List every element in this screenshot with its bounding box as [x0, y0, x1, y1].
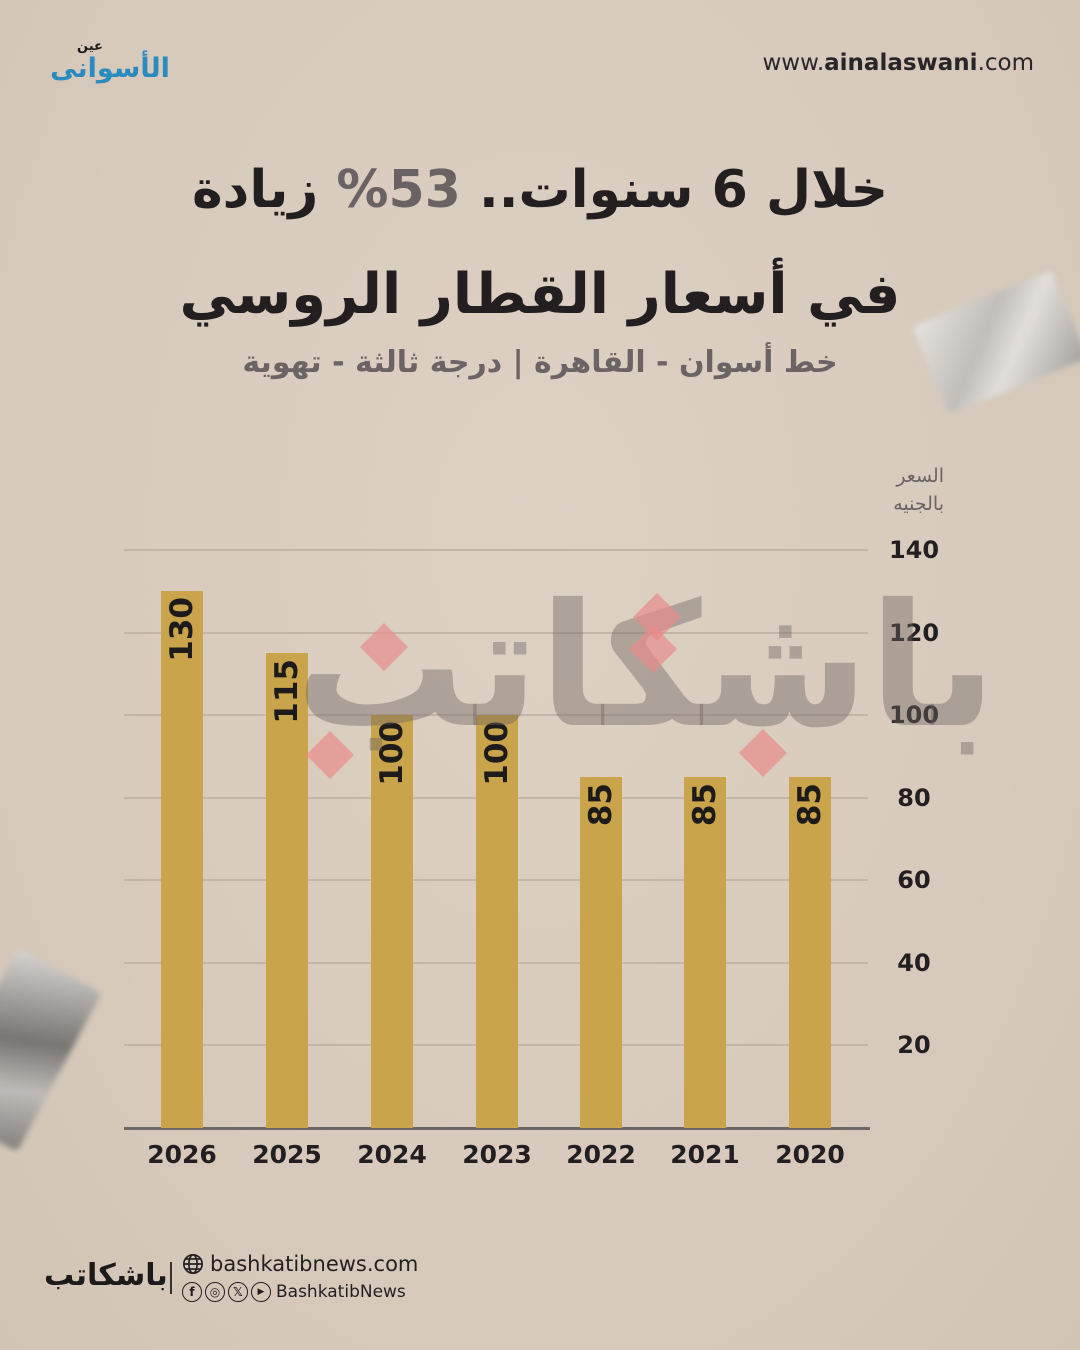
- gridline: [124, 549, 868, 551]
- x-tick-label: 2023: [462, 1140, 532, 1169]
- url-domain: ainalaswani: [824, 50, 978, 76]
- headline-line-1: خلال 6 سنوات.. 53% زيادة: [0, 160, 1080, 220]
- headline-text-b: زيادة: [191, 160, 337, 220]
- bar-value-label: 85: [583, 783, 619, 827]
- y-axis-title-line-1: السعر: [896, 465, 944, 487]
- gridline: [124, 631, 868, 634]
- globe-icon: [183, 1254, 203, 1274]
- bar-value-label: 130: [164, 597, 200, 662]
- footer-divider: [170, 1262, 172, 1294]
- y-axis-title-line-2: بالجنيه: [893, 493, 944, 515]
- y-tick-label: 100: [888, 701, 940, 730]
- footer-website[interactable]: bashkatibnews.com: [182, 1252, 418, 1276]
- y-tick-label: 80: [897, 783, 931, 812]
- bar-chart: 140 120 100 80 60 40 20 130 2026 115 2025 100 2024 10…: [124, 536, 939, 1169]
- x-icon[interactable]: 𝕏: [228, 1282, 248, 1302]
- bar-2022: 85: [580, 777, 622, 1128]
- x-tick-label: 2025: [252, 1140, 322, 1169]
- bar-value-label: 100: [374, 721, 410, 786]
- social-handle[interactable]: BashkatibNews: [276, 1282, 406, 1302]
- logo-eye-text: عين: [77, 39, 103, 54]
- subtitle: خط أسوان - القاهرة | درجة ثالثة - تهوية: [242, 345, 838, 380]
- x-axis-line: [124, 1127, 870, 1130]
- bar-value-label: 115: [269, 659, 305, 724]
- headline-line-2: في أسعار القطار الروسي: [179, 262, 901, 327]
- x-tick-label: 2022: [566, 1140, 636, 1169]
- logo-main-text: الأسوانى: [50, 53, 170, 84]
- headline-text-a: خلال 6 سنوات..: [460, 160, 889, 220]
- x-tick-label: 2026: [147, 1140, 217, 1169]
- url-suffix: .com: [977, 50, 1034, 76]
- x-tick-label: 2021: [670, 1140, 740, 1169]
- ticket-image-icon: [0, 948, 102, 1152]
- bar-2021: 85: [684, 777, 726, 1128]
- youtube-icon[interactable]: ▶: [251, 1282, 271, 1302]
- facebook-icon[interactable]: f: [182, 1282, 202, 1302]
- x-tick-label: 2024: [357, 1140, 427, 1169]
- y-tick-label: 40: [897, 948, 931, 977]
- bar-2020: 85: [789, 777, 831, 1128]
- bar-2024: 100: [371, 715, 413, 1128]
- y-tick-label: 60: [897, 866, 931, 895]
- bashkatib-logo: باشكاتب: [44, 1258, 168, 1293]
- bar-2026: 130: [161, 591, 203, 1128]
- footer-social: f ◎ 𝕏 ▶ BashkatibNews: [182, 1282, 406, 1302]
- y-tick-label: 140: [888, 536, 940, 564]
- bar-value-label: 85: [687, 783, 723, 827]
- bar-2023: 100: [476, 715, 518, 1128]
- instagram-icon[interactable]: ◎: [205, 1282, 225, 1302]
- y-tick-label: 20: [897, 1031, 931, 1060]
- y-tick-label: 120: [888, 618, 940, 647]
- headline-percentage: 53%: [336, 160, 461, 220]
- y-axis-title: السعر بالجنيه: [893, 462, 944, 518]
- bar-value-label: 100: [479, 721, 515, 786]
- x-tick-label: 2020: [775, 1140, 845, 1169]
- footer-website-text[interactable]: bashkatibnews.com: [210, 1252, 419, 1276]
- header-website: www.ainalaswani.com: [763, 50, 1035, 76]
- ain-alaswani-logo: عين الأسوانى: [40, 40, 180, 90]
- url-prefix: www.: [762, 50, 825, 76]
- bar-2025: 115: [266, 653, 308, 1128]
- bar-value-label: 85: [792, 783, 828, 827]
